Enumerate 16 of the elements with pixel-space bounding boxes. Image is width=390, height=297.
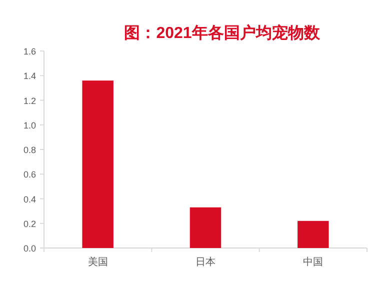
x-tick-label: 美国 (88, 256, 108, 268)
bar (298, 220, 329, 248)
x-tick-label: 中国 (303, 256, 324, 268)
y-tick-label: 0.6 (23, 170, 36, 180)
chart-title: 图：2021年各国户均宠物数 (124, 24, 321, 42)
bar (82, 80, 114, 248)
y-tick-label: 0.8 (23, 145, 36, 155)
y-tick-label: 0.2 (23, 218, 36, 229)
y-tick-label: 0.4 (23, 194, 36, 204)
x-tick-label: 日本 (196, 256, 216, 268)
y-tick-label: 0.0 (23, 244, 36, 254)
y-tick-label: 1.2 (23, 96, 36, 106)
y-tick-label: 1.4 (23, 71, 36, 82)
y-tick-label: 1.0 (23, 120, 36, 130)
y-tick-label: 1.6 (23, 46, 36, 56)
bar (190, 207, 222, 248)
